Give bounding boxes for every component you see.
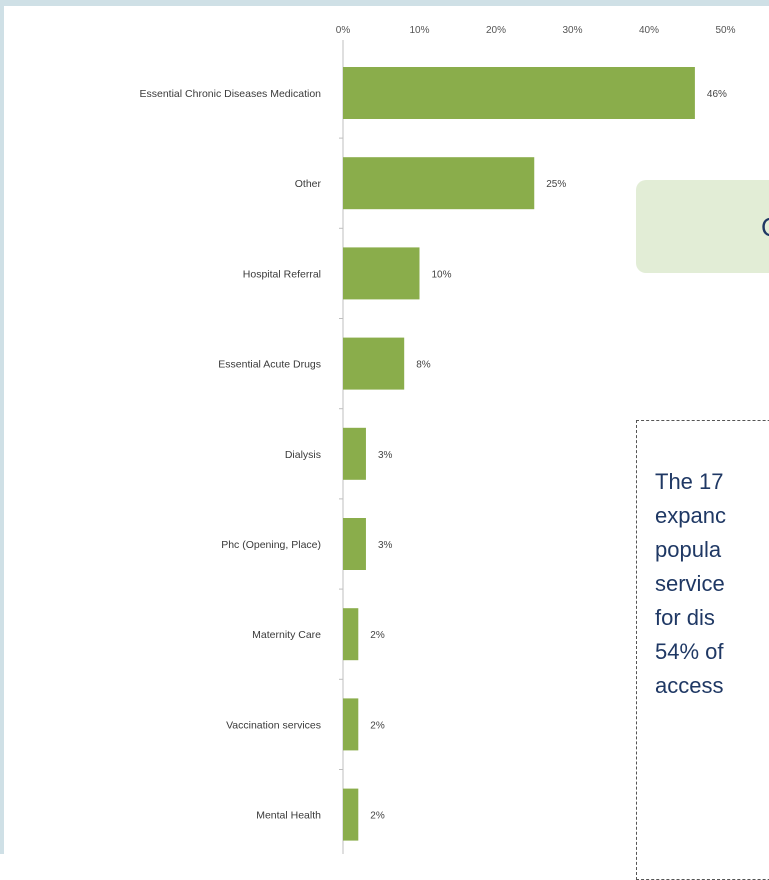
callout-box: C xyxy=(636,180,769,273)
category-label: Mental Health xyxy=(256,810,321,822)
category-label: Hospital Referral xyxy=(243,268,321,280)
bar xyxy=(343,67,695,119)
note-line-6: 54% of xyxy=(655,639,724,664)
x-tick-label: 10% xyxy=(409,25,429,36)
category-label: Other xyxy=(295,178,322,190)
bar-chart: 0% 10% 20% 30% 40% 50% Essential Chronic Dise… xyxy=(140,25,736,854)
category-label: Maternity Care xyxy=(252,629,321,641)
note-line-4: service xyxy=(655,571,725,596)
value-label: 2% xyxy=(370,720,385,731)
note-line-3: popula xyxy=(655,537,722,562)
value-label: 10% xyxy=(432,269,452,280)
value-label: 25% xyxy=(546,179,566,190)
bar xyxy=(343,427,366,480)
bar xyxy=(343,518,366,570)
category-label: Vaccination services xyxy=(226,719,321,731)
category-label: Essential Chronic Diseases Medication xyxy=(140,88,322,100)
note-line-2: expanc xyxy=(655,503,726,528)
bar xyxy=(343,698,359,751)
bar xyxy=(343,157,535,210)
bar xyxy=(343,247,420,300)
category-label: Essential Acute Drugs xyxy=(218,359,321,371)
figure-frame xyxy=(0,0,769,854)
value-label: 3% xyxy=(378,540,393,551)
x-tick-label: 20% xyxy=(486,25,506,36)
x-tick-label: 30% xyxy=(562,25,582,36)
category-label: Phc (Opening, Place) xyxy=(221,539,321,551)
note-box: The 17 expanc popula service for dis 54%… xyxy=(636,420,769,880)
bar xyxy=(343,337,405,390)
value-label: 3% xyxy=(378,450,393,461)
bar xyxy=(343,788,359,841)
category-label: Dialysis xyxy=(285,449,321,461)
note-line-1: The 17 xyxy=(655,469,724,494)
x-tick-label: 0% xyxy=(336,25,351,36)
value-label: 2% xyxy=(370,630,385,641)
value-label: 46% xyxy=(707,89,727,100)
note-line-5: for dis xyxy=(655,605,715,630)
value-label: 8% xyxy=(416,360,431,371)
value-label: 2% xyxy=(370,811,385,822)
note-line-7: access xyxy=(655,673,724,698)
bar xyxy=(343,608,359,661)
callout-text: C xyxy=(761,212,769,242)
x-tick-label: 50% xyxy=(715,25,735,36)
x-tick-label: 40% xyxy=(639,25,659,36)
